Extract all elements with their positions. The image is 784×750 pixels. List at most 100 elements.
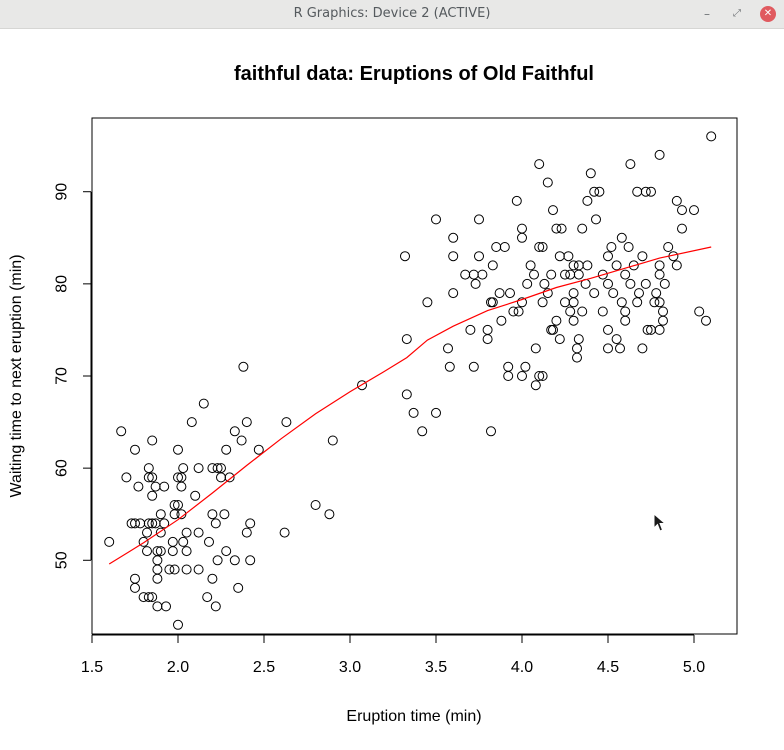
data-point [530,380,541,391]
data-point [694,306,705,317]
data-point [401,389,412,400]
data-point [560,269,570,280]
smoother-line [108,246,712,565]
data-point [640,186,651,197]
x-tick-label: 4.5 [597,659,619,676]
data-point [616,297,627,308]
data-point [152,555,163,566]
data-point [310,500,321,510]
data-point [238,361,249,372]
data-point [431,407,441,418]
data-point [181,546,192,557]
x-tick-label: 5.0 [683,659,705,676]
y-tick-label: 60 [54,459,71,477]
data-point [143,592,154,603]
data-point [503,361,514,372]
data-point [606,242,617,252]
data-point [494,288,505,299]
y-axis-label: Waiting time to next eruption (min) [8,254,25,497]
data-point [556,223,567,234]
data-point [517,297,527,308]
data-point [164,564,175,575]
data-point [608,288,619,299]
data-point [193,564,204,575]
data-point [625,278,636,289]
data-point [487,260,498,271]
data-point [677,205,687,216]
data-point [401,334,412,345]
data-point [551,315,562,326]
data-point [130,444,140,455]
data-point [603,278,613,289]
data-point [245,555,256,566]
data-point [654,149,665,160]
data-point [689,205,699,216]
data-point [279,527,290,538]
data-point [121,472,132,483]
data-point [568,260,579,271]
data-point [597,269,608,280]
data-point [615,343,625,354]
plot-canvas: faithful data: Eruptions of Old Faithful… [8,63,738,725]
data-point [658,306,668,317]
data-point [207,573,218,584]
data-point [554,251,565,262]
data-point [143,518,154,529]
data-point [193,463,204,474]
data-point [470,278,481,289]
data-point [551,223,562,234]
data-point [487,297,498,308]
data-point [169,509,180,520]
data-point [173,444,183,455]
data-point [443,343,453,354]
data-point [572,343,582,354]
data-point [417,426,428,437]
x-tick-label: 1.5 [81,659,103,676]
y-tick-label: 70 [54,367,71,385]
y-tick-label: 90 [54,183,71,201]
data-point [589,288,600,299]
data-point [671,260,682,271]
data-point [142,527,152,538]
data-point [654,324,665,335]
close-button[interactable]: ✕ [760,6,776,22]
data-point [482,324,493,335]
data-point [706,131,717,142]
data-point [486,426,496,437]
minimize-button[interactable]: – [704,7,710,21]
data-point [143,463,154,474]
data-point [138,536,149,547]
data-point [135,518,146,529]
mouse-cursor-icon [653,513,667,532]
data-point [503,371,514,381]
data-point [104,536,115,547]
data-point [444,361,455,372]
data-point [221,444,232,455]
data-point [324,509,335,520]
data-point [173,619,183,630]
data-point [577,223,588,234]
data-point [701,315,711,326]
data-point [654,260,665,271]
window-title: R Graphics: Device 2 (ACTIVE) [293,6,491,21]
data-point [505,288,515,299]
data-point [212,463,223,474]
data-point [546,269,557,280]
data-point [529,269,539,280]
data-point [572,352,582,363]
data-point [522,278,533,289]
data-point [611,260,622,271]
data-point [173,500,183,510]
data-point [460,269,471,280]
data-point [573,260,584,271]
data-point [517,371,527,381]
data-point [159,518,170,529]
data-point [658,315,668,326]
data-point [603,324,613,335]
data-point [542,177,553,188]
data-point [219,509,230,520]
data-point [591,214,601,225]
data-point [537,371,548,381]
data-point [654,297,665,308]
maximize-button[interactable]: ⤢ [733,8,741,19]
